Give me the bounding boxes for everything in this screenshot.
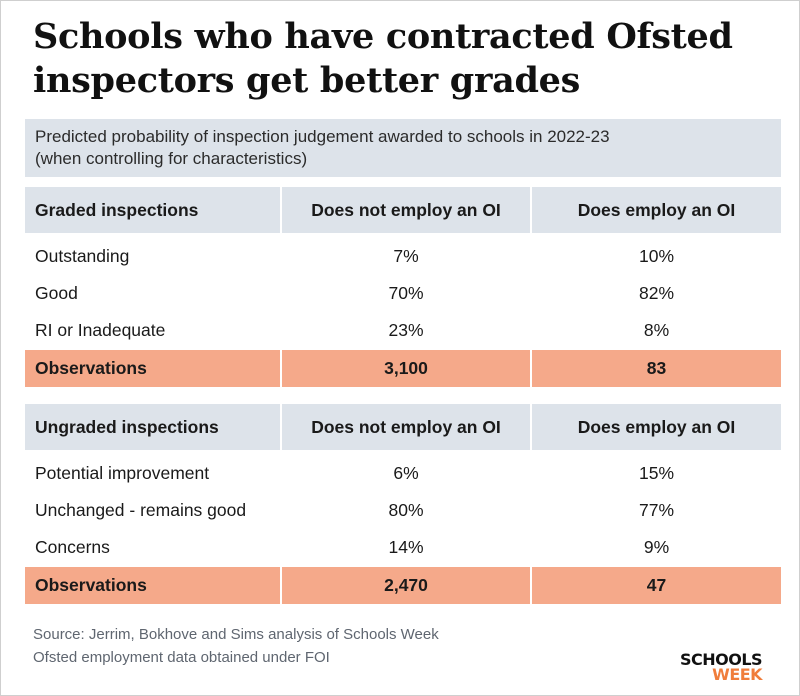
schools-week-logo: SCHOOLS WEEK xyxy=(680,650,763,684)
value-oi: 9% xyxy=(532,529,781,566)
table-header-row: Ungraded inspections Does not employ an … xyxy=(25,404,781,450)
row-label: Outstanding xyxy=(25,238,280,275)
source-line-2: Ofsted employment data obtained under FO… xyxy=(33,649,330,666)
header-cell: Does not employ an OI xyxy=(282,404,530,450)
value-no-oi: 14% xyxy=(282,529,530,566)
observations-label: Observations xyxy=(25,567,280,604)
ungraded-inspections-table: Ungraded inspections Does not employ an … xyxy=(25,404,781,604)
observations-oi: 47 xyxy=(532,567,781,604)
observations-label: Observations xyxy=(25,350,280,387)
observations-no-oi: 3,100 xyxy=(282,350,530,387)
graded-inspections-table: Graded inspections Does not employ an OI… xyxy=(25,187,781,387)
subtitle-line-2: (when controlling for characteristics) xyxy=(35,149,308,168)
value-oi: 82% xyxy=(532,275,781,312)
value-no-oi: 70% xyxy=(282,275,530,312)
value-no-oi: 80% xyxy=(282,492,530,529)
table-row: Good 70% 82% xyxy=(25,275,781,312)
row-label: Potential improvement xyxy=(25,455,280,492)
value-no-oi: 23% xyxy=(282,312,530,349)
header-cell: Does employ an OI xyxy=(532,187,781,233)
row-label: Unchanged - remains good xyxy=(25,492,280,529)
logo-text-week: WEEK xyxy=(712,665,763,684)
table-subtitle: Predicted probability of inspection judg… xyxy=(25,119,781,177)
header-cell: Graded inspections xyxy=(25,187,280,233)
value-oi: 8% xyxy=(532,312,781,349)
table-row: Unchanged - remains good 80% 77% xyxy=(25,492,781,529)
row-label: RI or Inadequate xyxy=(25,312,280,349)
table-row: Outstanding 7% 10% xyxy=(25,238,781,275)
header-cell: Ungraded inspections xyxy=(25,404,280,450)
observations-row: Observations 3,100 83 xyxy=(25,350,781,387)
page-title: Schools who have contracted Ofsted inspe… xyxy=(33,16,733,101)
value-oi: 77% xyxy=(532,492,781,529)
row-label: Concerns xyxy=(25,529,280,566)
source-note: Source: Jerrim, Bokhove and Sims analysi… xyxy=(33,623,439,669)
logo-text-schools: SCHOOLS xyxy=(680,650,763,669)
header-cell: Does employ an OI xyxy=(532,404,781,450)
source-line-1: Source: Jerrim, Bokhove and Sims analysi… xyxy=(33,626,439,643)
observations-row: Observations 2,470 47 xyxy=(25,567,781,604)
table-row: Potential improvement 6% 15% xyxy=(25,455,781,492)
table-header-row: Graded inspections Does not employ an OI… xyxy=(25,187,781,233)
value-oi: 10% xyxy=(532,238,781,275)
value-no-oi: 6% xyxy=(282,455,530,492)
table-row: RI or Inadequate 23% 8% xyxy=(25,312,781,349)
table-row: Concerns 14% 9% xyxy=(25,529,781,566)
observations-no-oi: 2,470 xyxy=(282,567,530,604)
header-cell: Does not employ an OI xyxy=(282,187,530,233)
value-no-oi: 7% xyxy=(282,238,530,275)
subtitle-line-1: Predicted probability of inspection judg… xyxy=(35,127,610,146)
observations-oi: 83 xyxy=(532,350,781,387)
value-oi: 15% xyxy=(532,455,781,492)
row-label: Good xyxy=(25,275,280,312)
